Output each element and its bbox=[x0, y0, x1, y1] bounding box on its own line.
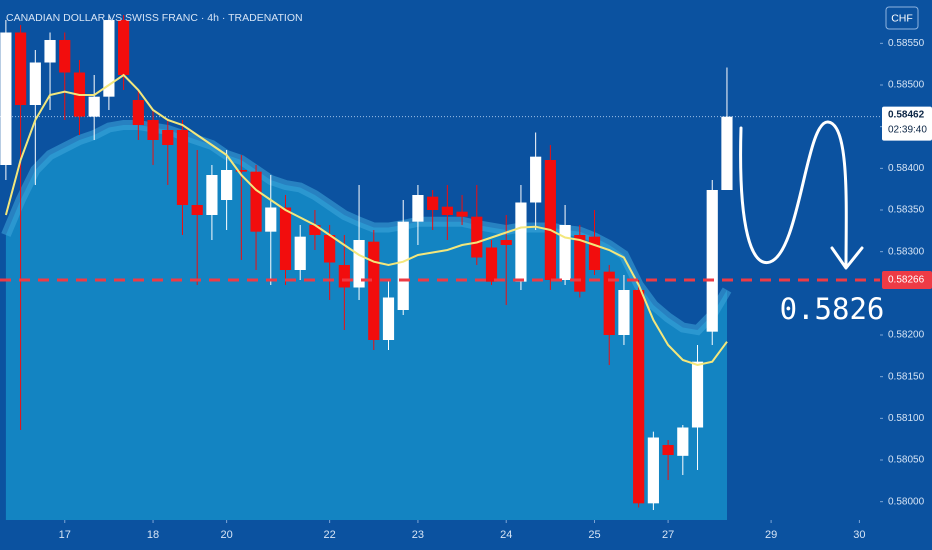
candle-body bbox=[691, 361, 704, 428]
candle-body bbox=[588, 236, 601, 270]
price-label: 0.58462 bbox=[888, 109, 925, 120]
candle-body bbox=[147, 120, 159, 140]
candle-body bbox=[338, 265, 350, 288]
target-annotation: 0.5826 bbox=[780, 292, 885, 326]
y-tick-label: 0.58200 bbox=[888, 330, 925, 341]
candle-body bbox=[265, 207, 277, 232]
ma-line bbox=[4, 73, 728, 367]
candle-body bbox=[29, 62, 41, 105]
candle-body bbox=[176, 130, 189, 205]
cloud-edge bbox=[1, 120, 732, 336]
price-label-box bbox=[882, 106, 932, 141]
candle-body bbox=[485, 247, 498, 282]
candle-body bbox=[559, 225, 571, 280]
candle-body bbox=[191, 205, 203, 215]
x-tick-label: 22 bbox=[324, 529, 336, 541]
arrow-head bbox=[830, 246, 864, 270]
price-countdown: 02:39:40 bbox=[888, 124, 927, 135]
candle-body bbox=[162, 130, 174, 145]
level-label-box bbox=[882, 271, 932, 289]
candle-body bbox=[662, 445, 674, 455]
x-tick-label: 20 bbox=[220, 529, 232, 541]
candle-body bbox=[677, 427, 689, 456]
candle-body bbox=[59, 40, 71, 73]
candle-body bbox=[574, 235, 586, 292]
candle-body bbox=[544, 160, 556, 280]
x-tick-label: 25 bbox=[588, 529, 600, 541]
candle-body bbox=[456, 211, 468, 217]
candle-body bbox=[132, 100, 144, 125]
candle-body bbox=[397, 221, 409, 310]
candle-body bbox=[221, 170, 233, 200]
y-tick-label: 0.58550 bbox=[888, 38, 925, 49]
y-tick-label: 0.58350 bbox=[888, 205, 925, 216]
candle-body bbox=[118, 20, 130, 75]
cloud-area bbox=[5, 125, 727, 520]
currency-label: CHF bbox=[891, 12, 913, 24]
overlay: 0.5826 bbox=[739, 120, 885, 326]
candle-body bbox=[294, 236, 306, 270]
level-label: 0.58266 bbox=[888, 275, 925, 286]
candle-body bbox=[353, 240, 365, 288]
y-tick-label: 0.58150 bbox=[888, 371, 925, 382]
candle-body bbox=[530, 156, 542, 203]
forecast-arrow bbox=[739, 120, 848, 268]
y-tick-label: 0.58300 bbox=[888, 246, 925, 257]
y-tick-label: 0.58500 bbox=[888, 80, 925, 91]
candle-body bbox=[647, 437, 659, 504]
candle-body bbox=[279, 207, 292, 270]
candle-body bbox=[0, 32, 12, 165]
candle-body bbox=[382, 297, 395, 340]
candle-body bbox=[88, 96, 100, 117]
y-tick-label: 0.58000 bbox=[888, 496, 925, 507]
currency-badge[interactable] bbox=[885, 6, 919, 30]
candle-body bbox=[721, 116, 733, 190]
x-tick-label: 23 bbox=[412, 529, 424, 541]
candle-body bbox=[206, 175, 218, 215]
candle-body bbox=[44, 40, 56, 63]
y-tick-label: 0.58400 bbox=[888, 163, 925, 174]
x-tick-label: 30 bbox=[853, 529, 865, 541]
plot-area bbox=[0, 15, 880, 520]
candle-body bbox=[324, 235, 336, 263]
candle-body bbox=[500, 240, 512, 245]
candle-body bbox=[309, 225, 321, 235]
x-tick-label: 17 bbox=[59, 529, 71, 541]
chart-title: CANADIAN DOLLAR VS SWISS FRANC · 4h · TR… bbox=[6, 12, 303, 24]
candle-body bbox=[15, 32, 27, 105]
candle-body bbox=[603, 271, 615, 335]
candle-body bbox=[515, 202, 527, 282]
candle-body bbox=[412, 195, 424, 222]
x-tick-label: 24 bbox=[500, 529, 512, 541]
y-tick-label: 0.58100 bbox=[888, 413, 925, 424]
candle-body bbox=[633, 290, 645, 504]
candle-body bbox=[368, 241, 380, 340]
x-tick-label: 18 bbox=[147, 529, 159, 541]
candle-body bbox=[427, 196, 439, 210]
candle-body bbox=[103, 20, 115, 97]
x-tick-label: 29 bbox=[765, 529, 777, 541]
candle-body bbox=[441, 206, 453, 215]
candle-body bbox=[706, 190, 718, 332]
candle-body bbox=[235, 170, 247, 172]
candle-body bbox=[471, 216, 483, 258]
y-tick-label: 0.58050 bbox=[888, 455, 925, 466]
candle-body bbox=[618, 290, 630, 335]
x-tick-label: 27 bbox=[662, 529, 674, 541]
candle-body bbox=[250, 171, 262, 232]
